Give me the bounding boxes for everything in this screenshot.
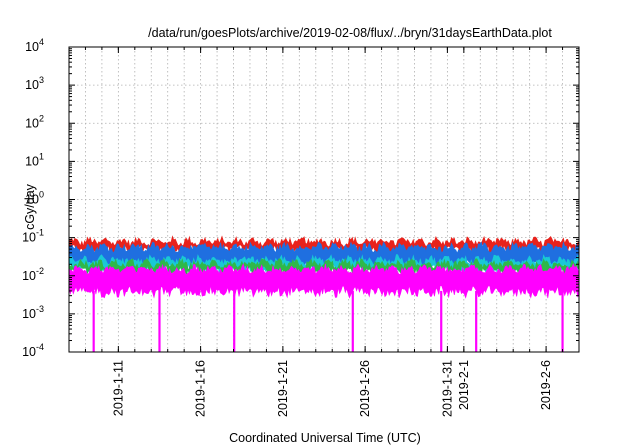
y-tick-label: 101 bbox=[25, 151, 44, 168]
grid bbox=[69, 46, 579, 353]
y-axis: 10-4 10-3 10-2 10-1 100 101 102 103 104 bbox=[22, 37, 579, 359]
y-tick-label: 10-2 bbox=[22, 266, 44, 283]
plot-area bbox=[68, 235, 580, 352]
x-axis-label: Coordinated Universal Time (UTC) bbox=[229, 431, 421, 445]
x-tick-label: 2019-1-11 bbox=[111, 360, 125, 416]
y-tick-label: 10-4 bbox=[22, 342, 44, 359]
x-tick-label: 2019-1-21 bbox=[276, 360, 290, 417]
y-tick-label: 103 bbox=[25, 75, 44, 92]
x-tick-label: 2019-1-16 bbox=[194, 360, 208, 417]
y-tick-label: 10-3 bbox=[22, 304, 44, 321]
x-tick-label: 2019-2-6 bbox=[539, 360, 553, 410]
y-tick-label: 104 bbox=[25, 37, 44, 54]
y-tick-label: 102 bbox=[25, 113, 44, 130]
x-tick-label: 2019-1-26 bbox=[358, 360, 372, 417]
x-tick-label: 2019-2-1 bbox=[457, 360, 471, 410]
y-tick-label: 10-1 bbox=[22, 228, 44, 245]
y-axis-label: cGy/day bbox=[23, 183, 37, 230]
x-axis: 2019-1-11 2019-1-16 2019-1-21 2019-1-26 2019… bbox=[84, 47, 564, 417]
y-tick-label: 100 bbox=[25, 190, 44, 207]
x-tick-label: 2019-1-31 bbox=[440, 360, 454, 417]
chart-title: /data/run/goesPlots/archive/2019-02-08/f… bbox=[148, 26, 552, 40]
